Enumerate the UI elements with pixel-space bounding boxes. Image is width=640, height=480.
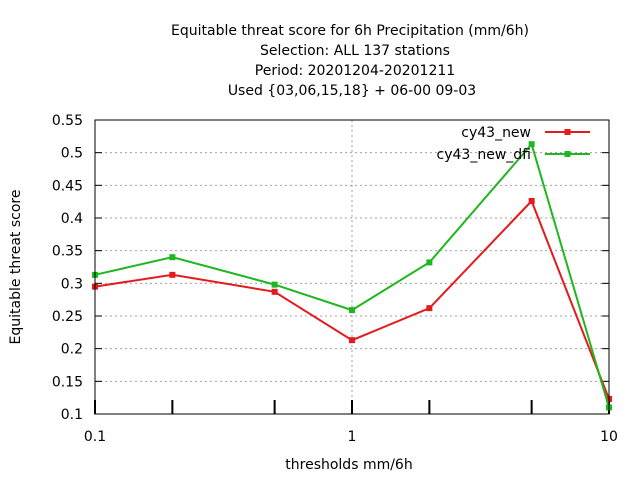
title-line-3: Period: 20201204-20201211	[255, 63, 455, 79]
x-tick-label: 10	[600, 429, 618, 445]
data-point	[271, 288, 278, 295]
data-point	[528, 198, 535, 205]
series-layer	[92, 141, 612, 411]
legend: cy43_new cy43_new_dfi	[437, 125, 590, 163]
x-tick-label: 1	[348, 429, 357, 445]
title-line-4: Used {03,06,15,18} + 06-00 09-03	[228, 83, 476, 99]
y-tick-label: 0.35	[52, 244, 83, 260]
legend-label: cy43_new	[461, 125, 531, 141]
y-tick-label: 0.25	[52, 309, 83, 325]
data-point	[271, 281, 278, 288]
plot-frame	[94, 119, 610, 415]
chart-title: Equitable threat score for 6h Precipitat…	[171, 23, 529, 99]
y-tick-label: 0.45	[52, 178, 83, 194]
y-ticks: 0.1 0.15 0.2 0.25 0.3 0.35 0.4 0.45 0.5 0.55	[52, 113, 609, 423]
y-tick-label: 0.15	[52, 374, 83, 390]
data-point	[426, 305, 433, 312]
grid	[95, 120, 609, 414]
y-tick-label: 0.4	[61, 211, 83, 227]
x-tick-label: 0.1	[84, 429, 106, 445]
x-axis-label: thresholds mm/6h	[285, 457, 412, 473]
data-point	[169, 271, 176, 278]
legend-swatch-point	[564, 151, 571, 157]
y-tick-label: 0.2	[61, 342, 83, 358]
title-line-1: Equitable threat score for 6h Precipitat…	[171, 23, 529, 39]
y-tick-label: 0.5	[61, 146, 83, 162]
legend-label: cy43_new_dfi	[437, 147, 531, 163]
data-point	[169, 254, 176, 261]
y-tick-label: 0.1	[61, 407, 83, 423]
y-tick-label: 0.3	[61, 276, 83, 292]
x-ticks: 0.1 1 10	[84, 400, 618, 445]
data-point	[528, 141, 535, 148]
data-point	[349, 337, 355, 344]
legend-swatch-point	[564, 129, 571, 135]
data-point	[349, 307, 355, 314]
title-line-2: Selection: ALL 137 stations	[260, 43, 450, 59]
y-axis-label: Equitable threat score	[8, 190, 24, 345]
y-tick-label: 0.55	[52, 113, 83, 129]
data-point	[426, 259, 433, 266]
